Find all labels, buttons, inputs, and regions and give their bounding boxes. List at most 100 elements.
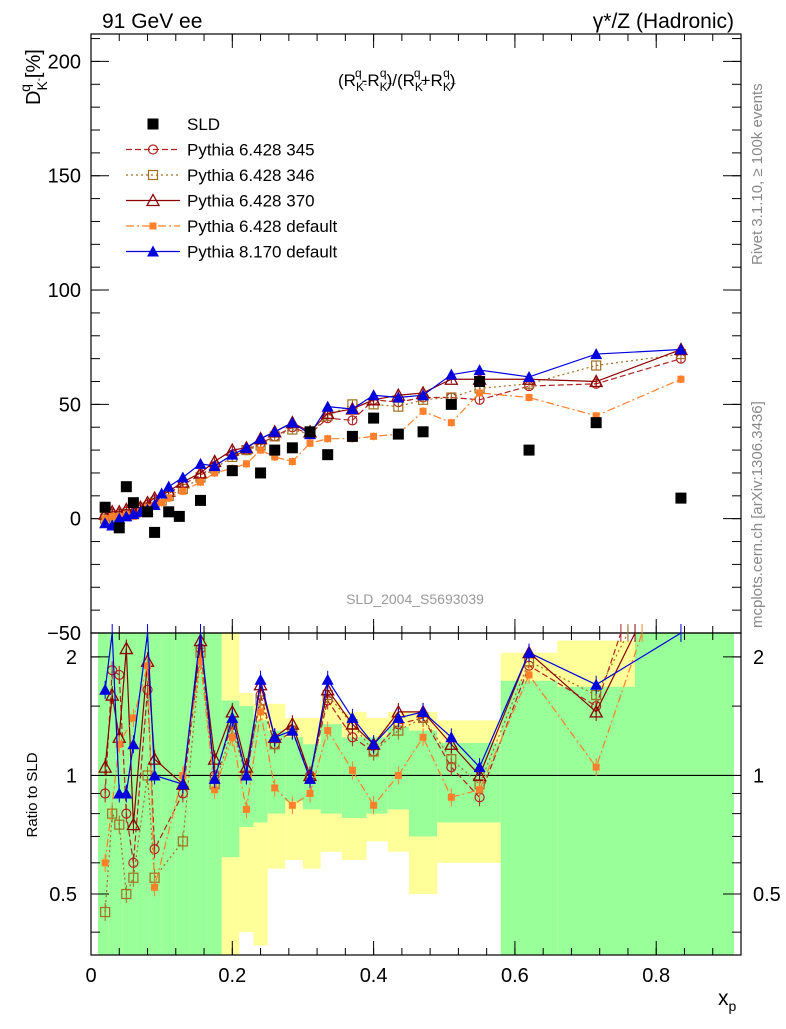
point-SLD: [99, 501, 111, 513]
ratio-point-p6def: [394, 771, 402, 779]
ratio-bands: [98, 633, 734, 955]
ratio-point-p345: [149, 844, 160, 855]
ratio-point-p8def: [127, 738, 140, 750]
point-p6def: [306, 439, 314, 447]
ratio-point-p8def: [254, 673, 267, 685]
point-p370: [589, 374, 604, 388]
legend-marker-p8def: [147, 245, 159, 257]
point-SLD: [269, 444, 281, 456]
analysis-id: SLD_2004_S5693039: [346, 591, 484, 607]
ratio-point-p346: [121, 888, 132, 900]
ratio-tick-label-right: 1: [753, 765, 764, 787]
ratio-point-p6def: [476, 786, 484, 794]
ratio-point-p8def: [148, 769, 161, 781]
point-p8def: [473, 364, 486, 376]
ratio-point-p346: [446, 754, 457, 765]
point-SLD: [286, 442, 298, 454]
point-p6def: [179, 487, 187, 495]
ratio-point-p346: [177, 836, 188, 847]
ratio-point-p345: [100, 788, 111, 799]
ratio-plot-frame: [90, 632, 742, 956]
legend-label-p346: Pythia 6.428 346: [187, 166, 315, 185]
point-p8def: [392, 391, 405, 403]
x-tick-label: 0.2: [218, 965, 246, 987]
point-SLD: [322, 449, 334, 461]
ratio-tick-label-right: 0.5: [753, 884, 781, 906]
point-p346: [591, 360, 602, 371]
point-p6def: [288, 458, 296, 466]
legend-marker-p370: [145, 193, 161, 207]
ratio-band-green-11: [253, 720, 268, 823]
point-p345: [347, 415, 358, 426]
point-SLD: [417, 426, 429, 438]
point-p6def: [324, 435, 332, 443]
point-p6def: [158, 499, 166, 507]
main-series: [98, 342, 689, 538]
point-p6def: [525, 394, 533, 402]
point-p6def: [677, 375, 685, 383]
ratio-point-p345: [142, 684, 153, 695]
point-SLD: [195, 494, 207, 506]
point-p8def: [367, 389, 380, 401]
ratio-point-p6def: [419, 733, 427, 741]
formula-label: (RK-q-RK+q)/(RK-q+RK+q): [338, 66, 456, 94]
ratio-point-p6def: [288, 801, 296, 809]
point-p8def: [417, 389, 430, 401]
ratio-band-green-12: [267, 730, 286, 814]
ratio-point-p370: [345, 716, 360, 730]
point-SLD: [304, 426, 316, 438]
ratio-line-p6def: [104, 632, 643, 888]
point-p8def: [268, 425, 281, 437]
ratio-point-p6def: [101, 859, 109, 867]
axes: 0 0.2 0.4 0.6 0.8 −50 0 50 100 150 200 0.5 0.5 1 1 2 2: [47, 34, 781, 987]
point-SLD: [474, 376, 486, 388]
ratio-point-p8def: [367, 738, 380, 750]
point-p8def: [155, 487, 168, 499]
point-SLD: [173, 510, 185, 522]
point-p6def: [108, 512, 116, 520]
ratio-point-p370: [119, 641, 134, 655]
point-p370: [193, 465, 208, 479]
point-p8def: [286, 416, 299, 428]
ratio-point-p8def: [304, 772, 317, 784]
ratio-point-p6def: [271, 784, 279, 792]
ratio-point-p6def: [257, 708, 265, 716]
ratio-band-green-3: [136, 633, 152, 955]
ratio-point-p8def: [208, 772, 221, 784]
point-p370: [320, 406, 335, 420]
ratio-tick-label: 1: [66, 765, 77, 787]
legend: SLD Pythia 6.428 345 Pythia 6.428 346 Pythi…: [126, 115, 338, 262]
point-SLD: [675, 492, 687, 504]
point-SLD: [445, 398, 457, 410]
ratio-point-p8def: [392, 711, 405, 723]
ratio-band-green-4: [151, 633, 162, 955]
ratio-tick-label-right: 2: [753, 647, 764, 669]
ratio-point-p370: [193, 633, 208, 647]
ratio-point-p8def: [523, 646, 536, 658]
point-p8def: [254, 432, 267, 444]
ratio-point-p6def: [324, 727, 332, 735]
ratio-band-green-7: [189, 633, 208, 955]
ratio-point-p6def: [447, 793, 455, 801]
ratio-point-p6def: [370, 801, 378, 809]
point-p6def: [592, 412, 600, 420]
ratio-point-p6def: [228, 733, 236, 741]
ratio-point-p8def: [346, 711, 359, 723]
point-SLD: [127, 497, 139, 509]
y-tick-label: 100: [48, 280, 81, 302]
ratio-point-p8def: [226, 711, 239, 723]
point-p6def: [211, 469, 219, 477]
ratio-point-p370: [320, 682, 335, 696]
ratio-point-p6def: [115, 740, 123, 748]
ratio-point-p6def: [151, 883, 159, 891]
ratio-point-p8def: [473, 761, 486, 773]
legend-label-p8def: Pythia 8.170 default: [187, 243, 338, 262]
point-p8def: [99, 517, 112, 529]
ratio-point-p6def: [306, 789, 314, 797]
ratio-point-p370: [126, 817, 141, 831]
side-label-top: Rivet 3.1.10, ≥ 100k events: [749, 83, 766, 265]
ratio-series: [98, 624, 682, 922]
ratio-line-p8def: [104, 632, 682, 795]
point-SLD: [163, 506, 175, 518]
